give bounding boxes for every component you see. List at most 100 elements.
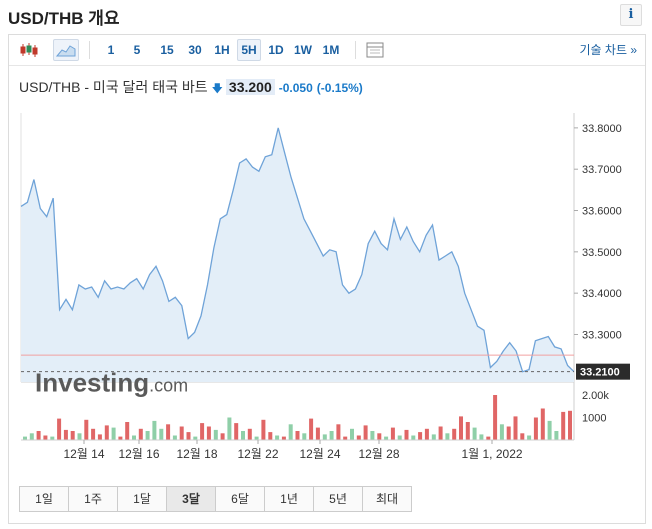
volume-bar xyxy=(513,416,518,440)
volume-bar xyxy=(547,420,552,440)
volume-bar xyxy=(445,433,450,441)
volume-bar xyxy=(424,428,429,441)
x-tick-label: 12월 14 xyxy=(63,447,104,461)
interval-15-button[interactable]: 15 xyxy=(160,43,174,57)
volume-bar xyxy=(343,436,348,440)
volume-bar xyxy=(166,424,171,440)
x-tick-label: 12월 22 xyxy=(237,447,278,461)
table-icon[interactable] xyxy=(363,40,387,60)
range-button-2[interactable]: 1달 xyxy=(118,487,167,511)
y-tick-label: 33.4000 xyxy=(582,288,622,300)
volume-bar xyxy=(459,416,463,440)
volume-bar xyxy=(213,429,218,440)
price-chart[interactable]: Investing.com 33.8000 33.7000 33.6000 33.500… xyxy=(9,35,645,475)
volume-bar xyxy=(329,431,334,440)
volume-bar xyxy=(261,419,266,441)
interval-5h-button[interactable]: 5H xyxy=(237,39,261,61)
volume-bar xyxy=(132,435,136,440)
range-button-7[interactable]: 최대 xyxy=(363,487,411,511)
volume-bar xyxy=(234,423,239,440)
volume-bar xyxy=(220,433,225,441)
investing-watermark: Investing.com xyxy=(35,368,188,398)
y-tick-label: 33.5000 xyxy=(582,247,622,259)
interval-5-button[interactable]: 5 xyxy=(133,43,141,57)
volume-bar xyxy=(288,424,293,440)
instrument-name: USD/THB - 미국 달러 태국 바트 xyxy=(19,79,208,95)
volume-bar xyxy=(506,426,511,440)
price-line xyxy=(20,127,575,373)
info-button[interactable]: i xyxy=(620,4,642,26)
volume-bar xyxy=(397,435,402,440)
interval-1m-button[interactable]: 1M xyxy=(322,43,340,57)
volume-bar xyxy=(486,436,491,440)
volume-bar xyxy=(356,435,361,440)
volume-bar xyxy=(465,422,470,440)
volume-bar xyxy=(200,423,205,440)
toolbar-separator xyxy=(89,41,90,59)
range-button-0[interactable]: 1일 xyxy=(20,487,69,511)
volume-bar xyxy=(77,433,82,441)
price-change: -0.050 xyxy=(278,81,313,95)
chart-toolbar: 1 5 15 30 1H 5H 1D 1W 1M 기술 차트 » xyxy=(9,35,645,66)
volume-bar xyxy=(411,435,416,440)
volume-bar xyxy=(493,395,498,440)
volume-bar xyxy=(322,434,327,440)
x-tick-label: 12월 24 xyxy=(299,447,340,461)
volume-bar xyxy=(431,434,436,440)
range-button-1[interactable]: 1주 xyxy=(69,487,118,511)
volume-bar xyxy=(554,431,559,440)
last-price: 33.200 xyxy=(225,79,275,95)
volume-bar xyxy=(268,432,273,440)
instrument-header: USD/THB - 미국 달러 태국 바트 🡇 33.200 -0.050 (-0.15… xyxy=(19,77,363,99)
volume-bar xyxy=(452,428,457,441)
volume-bar xyxy=(302,433,307,441)
range-button-3[interactable]: 3달 xyxy=(167,487,216,511)
volume-bar xyxy=(499,424,504,440)
volume-bar xyxy=(172,435,177,440)
volume-bar xyxy=(23,436,27,440)
volume-bar xyxy=(145,431,150,440)
candlestick-icon[interactable] xyxy=(17,40,41,60)
volume-bar xyxy=(479,434,484,440)
range-button-4[interactable]: 6달 xyxy=(216,487,265,511)
interval-30-button[interactable]: 30 xyxy=(188,43,202,57)
price-change-percent: (-0.15%) xyxy=(316,81,363,95)
volume-bar xyxy=(418,432,423,440)
x-tick-label: 1월 1, 2022 xyxy=(461,447,522,461)
volume-bar xyxy=(104,425,109,440)
y-tick-label: 33.3000 xyxy=(582,329,622,341)
range-button-5[interactable]: 1년 xyxy=(265,487,314,511)
x-tick-label: 12월 18 xyxy=(176,447,217,461)
range-button-6[interactable]: 5년 xyxy=(314,487,363,511)
volume-bar xyxy=(275,435,280,440)
volume-bar xyxy=(384,436,389,440)
volume-bar xyxy=(568,410,572,441)
time-range-selector: 1일 1주 1달 3달 6달 1년 5년 최대 xyxy=(19,486,412,512)
volume-bar xyxy=(438,426,443,440)
volume-bar xyxy=(63,429,68,440)
chart-panel: 1 5 15 30 1H 5H 1D 1W 1M 기술 차트 » USD/THB - 미국 달러… xyxy=(8,34,646,524)
toolbar-separator xyxy=(355,41,356,59)
area-chart-icon[interactable] xyxy=(53,39,79,61)
volume-bar xyxy=(179,426,184,440)
y-tick-label: 33.7000 xyxy=(582,164,622,176)
volume-bar xyxy=(254,436,259,440)
volume-bar xyxy=(350,428,354,441)
volume-bar xyxy=(295,431,300,440)
page-title: USD/THB 개요 xyxy=(8,9,120,28)
technical-chart-link[interactable]: 기술 차트 » xyxy=(579,43,637,57)
current-price-label: 33.2100 xyxy=(580,367,620,379)
volume-bar xyxy=(404,429,409,440)
volume-bar xyxy=(472,427,477,440)
volume-bar xyxy=(377,433,382,441)
volume-bar xyxy=(91,428,96,441)
interval-1h-button[interactable]: 1H xyxy=(214,43,230,57)
volume-bar xyxy=(36,431,41,440)
volume-bar xyxy=(57,418,62,440)
volume-bar xyxy=(241,431,245,440)
interval-1w-button[interactable]: 1W xyxy=(294,43,312,57)
volume-bar xyxy=(50,436,55,440)
volume-bar xyxy=(70,431,75,440)
interval-1d-button[interactable]: 1D xyxy=(268,43,284,57)
interval-1-button[interactable]: 1 xyxy=(107,43,115,57)
